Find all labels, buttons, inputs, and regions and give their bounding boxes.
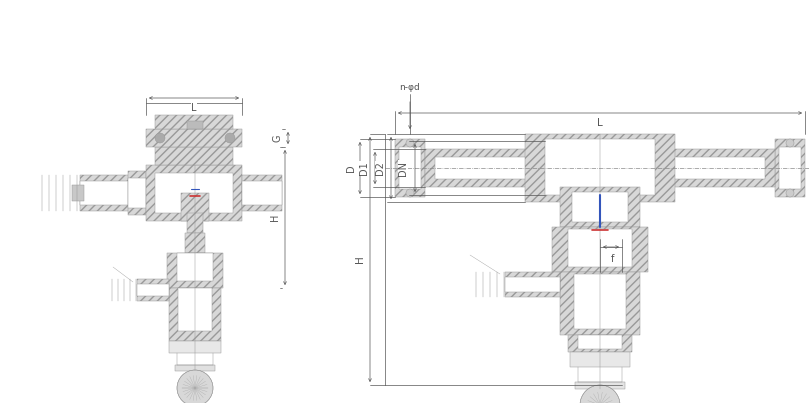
Bar (137, 284, 169, 296)
Bar (128, 171, 146, 215)
Bar (155, 115, 233, 129)
Bar (505, 272, 560, 297)
Text: DN: DN (398, 160, 408, 175)
Bar (560, 187, 640, 227)
Bar (80, 181, 155, 205)
Bar (175, 365, 215, 371)
Text: D: D (346, 164, 356, 172)
Bar (155, 173, 233, 213)
Bar (779, 147, 801, 189)
Bar (72, 185, 84, 201)
Bar (146, 165, 242, 221)
Bar (505, 277, 560, 292)
Text: L: L (191, 103, 197, 113)
Bar (185, 233, 205, 253)
Bar (574, 274, 626, 329)
Bar (169, 341, 221, 353)
Text: G: G (273, 134, 283, 142)
Bar (568, 335, 632, 352)
Bar (395, 139, 425, 197)
Bar (80, 175, 155, 211)
Bar (578, 335, 622, 349)
Bar (425, 149, 775, 187)
Circle shape (406, 189, 414, 197)
Text: n-φd: n-φd (400, 83, 421, 91)
Bar (178, 288, 212, 331)
Bar (187, 121, 203, 129)
Text: L: L (597, 118, 603, 128)
Circle shape (225, 133, 235, 143)
Text: D1: D1 (359, 161, 369, 175)
Bar (169, 288, 221, 341)
Text: D2: D2 (375, 161, 385, 175)
Circle shape (406, 139, 414, 147)
Bar (399, 147, 421, 189)
Bar (572, 192, 628, 222)
Bar (570, 352, 630, 367)
Bar (177, 253, 213, 281)
Bar (775, 139, 805, 197)
Bar (167, 253, 223, 288)
Bar (155, 147, 233, 165)
Circle shape (155, 133, 165, 143)
Bar (242, 181, 282, 205)
Bar (181, 193, 209, 221)
Circle shape (786, 189, 794, 197)
Bar (146, 129, 242, 147)
Bar (242, 175, 282, 211)
Bar (187, 213, 203, 233)
Bar (128, 178, 146, 208)
Bar (575, 382, 625, 389)
Bar (545, 139, 655, 195)
Circle shape (580, 385, 620, 403)
Bar (525, 134, 675, 202)
Bar (137, 279, 169, 301)
Text: H: H (355, 256, 365, 264)
Bar (568, 229, 632, 267)
Bar (560, 272, 640, 335)
Text: f: f (612, 254, 615, 264)
Bar (552, 227, 648, 272)
Text: H: H (270, 214, 280, 221)
Bar (435, 157, 765, 179)
Circle shape (786, 139, 794, 147)
Circle shape (177, 370, 213, 403)
